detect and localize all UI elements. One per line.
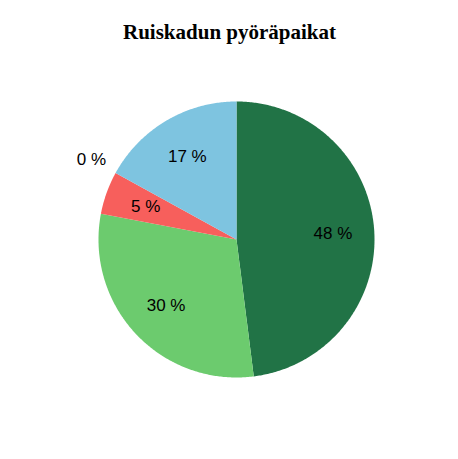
svg-text:17 %: 17 % <box>168 147 207 166</box>
svg-text:0 %: 0 % <box>77 150 106 169</box>
svg-text:48 %: 48 % <box>314 224 353 243</box>
svg-text:30 %: 30 % <box>147 296 186 315</box>
svg-text:Ruiskadun pyöräpaikat: Ruiskadun pyöräpaikat <box>123 20 336 44</box>
svg-text:5 %: 5 % <box>131 197 160 216</box>
